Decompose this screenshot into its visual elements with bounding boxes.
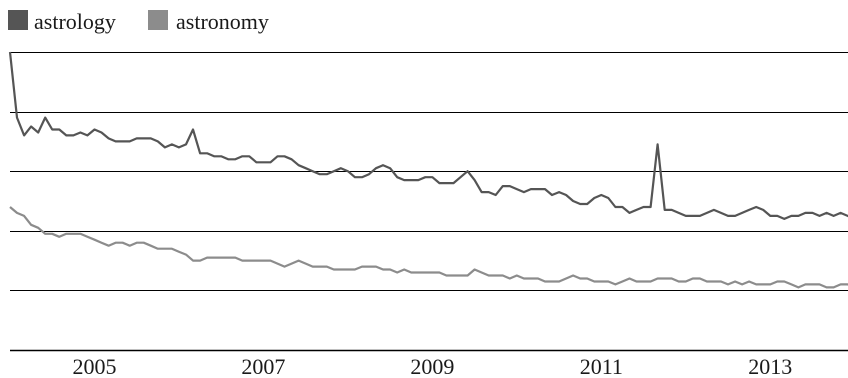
gridlines [10, 52, 848, 352]
series-line-astronomy [9, 206, 848, 289]
x-axis: 2005 2007 2009 2011 2013 [73, 354, 793, 378]
x-tick-label: 2009 [410, 354, 454, 378]
legend: astrology astronomy [8, 9, 269, 34]
legend-label-astronomy: astronomy [176, 9, 269, 34]
x-tick-label: 2011 [580, 354, 623, 378]
legend-label-astrology: astrology [34, 9, 116, 34]
legend-swatch-astronomy [148, 10, 168, 30]
x-tick-label: 2005 [73, 354, 117, 378]
series-line-astrology [8, 51, 848, 220]
plot-area [8, 51, 848, 289]
x-tick-label: 2007 [241, 354, 285, 378]
x-tick-label: 2013 [748, 354, 792, 378]
legend-swatch-astrology [8, 10, 28, 30]
